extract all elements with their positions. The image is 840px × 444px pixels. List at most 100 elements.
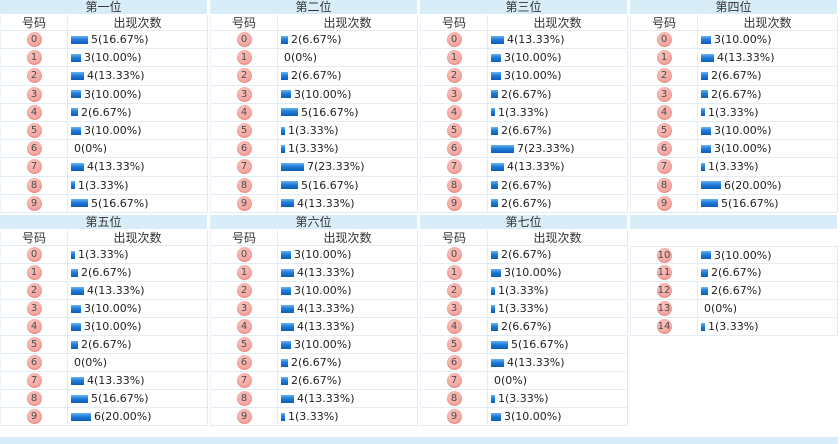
frequency-bar	[281, 304, 294, 313]
number-badge: 0	[26, 32, 42, 48]
table-row: 5 2(6.67%)	[0, 336, 208, 354]
frequency-label: 4(13.33%)	[297, 196, 355, 210]
count-cell: 1(3.33%)	[488, 300, 627, 317]
number-badge: 5	[656, 123, 672, 139]
count-cell: 4(13.33%)	[488, 354, 627, 371]
frequency-label: 4(13.33%)	[297, 266, 355, 279]
number-cell: 8	[421, 176, 488, 194]
count-cell: 3(10.00%)	[698, 122, 837, 139]
count-cell: 3(10.00%)	[68, 122, 207, 139]
frequency-bar	[281, 286, 291, 295]
count-cell: 5(16.67%)	[488, 336, 627, 353]
frequency-bar	[71, 126, 81, 135]
number-cell: 0	[1, 31, 68, 49]
table-row: 7 7(23.33%)	[210, 158, 418, 177]
frequency-label: 0(0%)	[74, 356, 108, 369]
number-badge: 9	[26, 409, 42, 424]
frequency-bar	[281, 90, 291, 99]
frequency-bar	[491, 126, 498, 135]
count-cell: 1(3.33%)	[488, 282, 627, 299]
number-badge: 3	[26, 86, 42, 102]
column-header-row: 号码 出现次数	[0, 15, 208, 31]
count-cell: 1(3.33%)	[68, 246, 207, 263]
frequency-label: 4(13.33%)	[87, 374, 145, 387]
count-cell: 1(3.33%)	[698, 318, 837, 335]
number-badge: 8	[446, 391, 462, 406]
frequency-bar	[491, 90, 498, 99]
number-badge: 9	[446, 195, 462, 211]
frequency-label: 2(6.67%)	[81, 266, 132, 279]
frequency-label: 3(10.00%)	[714, 33, 772, 47]
frequency-label: 3(10.00%)	[714, 142, 772, 156]
frequency-bar	[491, 322, 498, 331]
number-badge: 9	[656, 195, 672, 211]
frequency-bar	[491, 35, 504, 44]
frequency-label: 7(23.33%)	[307, 160, 365, 174]
frequency-bar	[71, 394, 88, 403]
number-badge: 0	[446, 32, 462, 48]
count-cell: 6(20.00%)	[698, 177, 837, 194]
position-section: 第五位 号码 出现次数 0 1(3.33%) 1 2(6.67%) 2 4(13.33%) 3 3(…	[0, 215, 210, 426]
table-row: 4 5(16.67%)	[210, 103, 418, 122]
number-cell: 12	[631, 282, 698, 299]
number-cell: 8	[631, 176, 698, 194]
frequency-bar	[71, 108, 78, 117]
count-cell: 3(10.00%)	[488, 49, 627, 66]
count-cell: 4(13.33%)	[68, 158, 207, 175]
number-badge: 11	[656, 265, 672, 280]
frequency-bar	[281, 376, 288, 385]
frequency-label: 1(3.33%)	[78, 248, 129, 261]
number-cell: 3	[631, 85, 698, 103]
table-row: 6 2(6.67%)	[210, 354, 418, 372]
table-row: 9 3(10.00%)	[420, 408, 628, 426]
number-badge: 0	[656, 32, 672, 48]
number-cell: 3	[211, 85, 278, 103]
number-cell: 3	[1, 85, 68, 103]
number-cell: 0	[211, 246, 278, 263]
number-cell: 9	[211, 194, 278, 212]
count-cell: 4(13.33%)	[488, 31, 627, 48]
count-cell: 2(6.67%)	[278, 31, 417, 48]
frequency-bar	[281, 358, 288, 367]
frequency-bar	[491, 412, 501, 421]
number-cell: 4	[1, 103, 68, 121]
frequency-bar	[71, 162, 84, 171]
frequency-bar	[491, 199, 498, 208]
frequency-bar	[71, 322, 81, 331]
number-column-header: 号码	[631, 15, 698, 30]
number-cell: 3	[421, 300, 488, 317]
frequency-bar	[701, 268, 708, 277]
frequency-bar	[701, 162, 705, 171]
frequency-bar	[281, 412, 285, 421]
number-badge: 2	[656, 68, 672, 84]
frequency-label: 4(13.33%)	[297, 392, 355, 405]
number-badge: 7	[446, 373, 462, 388]
frequency-label: 1(3.33%)	[498, 392, 549, 405]
table-row: 5 3(10.00%)	[210, 336, 418, 354]
number-badge: 6	[656, 141, 672, 157]
table-row: 4 3(10.00%)	[0, 318, 208, 336]
number-column-header: 号码	[211, 15, 278, 30]
frequency-bar	[701, 53, 714, 62]
frequency-bar	[71, 286, 84, 295]
count-cell: 2(6.67%)	[278, 354, 417, 371]
number-badge: 5	[446, 123, 462, 139]
count-column-header: 出现次数	[533, 231, 582, 245]
frequency-bar	[281, 322, 294, 331]
frequency-label: 1(3.33%)	[288, 124, 339, 138]
number-cell: 9	[211, 408, 278, 425]
table-row: 4 2(6.67%)	[0, 103, 208, 122]
number-cell: 4	[211, 103, 278, 121]
count-cell: 4(13.33%)	[68, 372, 207, 389]
section-title: 第四位	[630, 0, 837, 14]
number-cell: 3	[421, 85, 488, 103]
count-cell: 2(6.67%)	[698, 67, 837, 84]
number-cell: 0	[1, 246, 68, 263]
number-cell: 7	[211, 372, 278, 389]
number-cell: 0	[211, 31, 278, 49]
count-cell: 5(16.67%)	[68, 31, 207, 48]
count-cell: 7(23.33%)	[488, 140, 627, 157]
frequency-label: 1(3.33%)	[78, 178, 129, 192]
frequency-label: 2(6.67%)	[291, 69, 342, 83]
